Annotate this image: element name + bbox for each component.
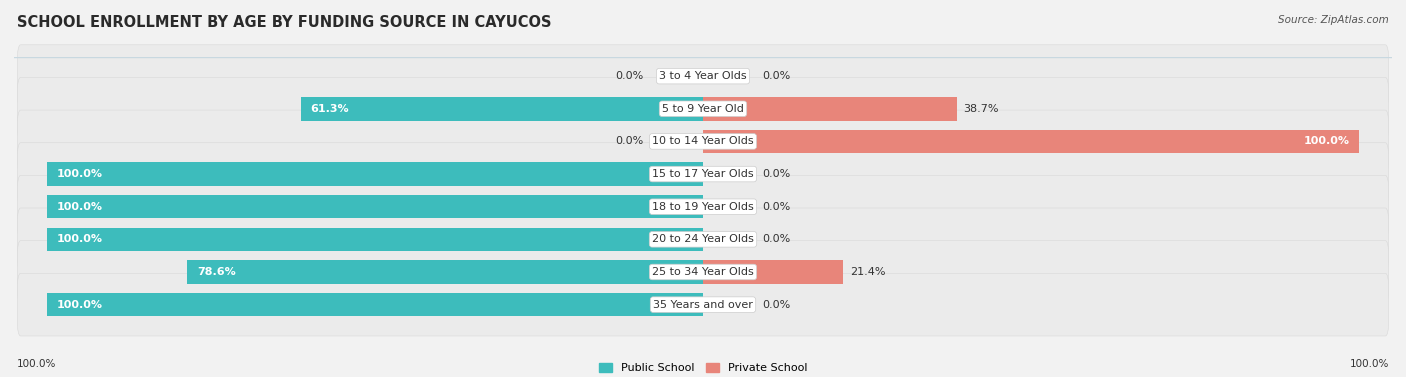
FancyBboxPatch shape: [17, 241, 1389, 303]
Text: 0.0%: 0.0%: [762, 300, 790, 310]
Text: 100.0%: 100.0%: [56, 234, 103, 244]
FancyBboxPatch shape: [17, 175, 1389, 238]
Bar: [703, 260, 844, 284]
FancyBboxPatch shape: [17, 110, 1389, 173]
Text: 38.7%: 38.7%: [963, 104, 1000, 114]
Text: 78.6%: 78.6%: [197, 267, 236, 277]
Text: 0.0%: 0.0%: [762, 202, 790, 212]
Text: 0.0%: 0.0%: [762, 71, 790, 81]
Text: 100.0%: 100.0%: [17, 359, 56, 369]
Text: 61.3%: 61.3%: [311, 104, 349, 114]
Bar: [187, 260, 703, 284]
Bar: [703, 97, 957, 121]
FancyBboxPatch shape: [17, 273, 1389, 336]
Bar: [46, 162, 703, 186]
FancyBboxPatch shape: [17, 45, 1389, 107]
Text: SCHOOL ENROLLMENT BY AGE BY FUNDING SOURCE IN CAYUCOS: SCHOOL ENROLLMENT BY AGE BY FUNDING SOUR…: [17, 15, 551, 30]
Text: 0.0%: 0.0%: [762, 234, 790, 244]
Text: 21.4%: 21.4%: [851, 267, 886, 277]
Text: 0.0%: 0.0%: [762, 169, 790, 179]
Text: Source: ZipAtlas.com: Source: ZipAtlas.com: [1278, 15, 1389, 25]
Text: 0.0%: 0.0%: [616, 71, 644, 81]
Legend: Public School, Private School: Public School, Private School: [595, 358, 811, 377]
Text: 100.0%: 100.0%: [1303, 136, 1350, 146]
Bar: [703, 130, 1360, 153]
Bar: [46, 293, 703, 316]
FancyBboxPatch shape: [17, 143, 1389, 205]
Bar: [46, 195, 703, 218]
Text: 100.0%: 100.0%: [56, 202, 103, 212]
Text: 0.0%: 0.0%: [616, 136, 644, 146]
Bar: [301, 97, 703, 121]
Text: 35 Years and over: 35 Years and over: [652, 300, 754, 310]
Text: 10 to 14 Year Olds: 10 to 14 Year Olds: [652, 136, 754, 146]
Text: 100.0%: 100.0%: [56, 300, 103, 310]
Bar: [46, 228, 703, 251]
Text: 100.0%: 100.0%: [56, 169, 103, 179]
Text: 3 to 4 Year Olds: 3 to 4 Year Olds: [659, 71, 747, 81]
FancyBboxPatch shape: [17, 77, 1389, 140]
Text: 25 to 34 Year Olds: 25 to 34 Year Olds: [652, 267, 754, 277]
Text: 15 to 17 Year Olds: 15 to 17 Year Olds: [652, 169, 754, 179]
Text: 18 to 19 Year Olds: 18 to 19 Year Olds: [652, 202, 754, 212]
Text: 20 to 24 Year Olds: 20 to 24 Year Olds: [652, 234, 754, 244]
Text: 5 to 9 Year Old: 5 to 9 Year Old: [662, 104, 744, 114]
Text: 100.0%: 100.0%: [1350, 359, 1389, 369]
FancyBboxPatch shape: [17, 208, 1389, 271]
